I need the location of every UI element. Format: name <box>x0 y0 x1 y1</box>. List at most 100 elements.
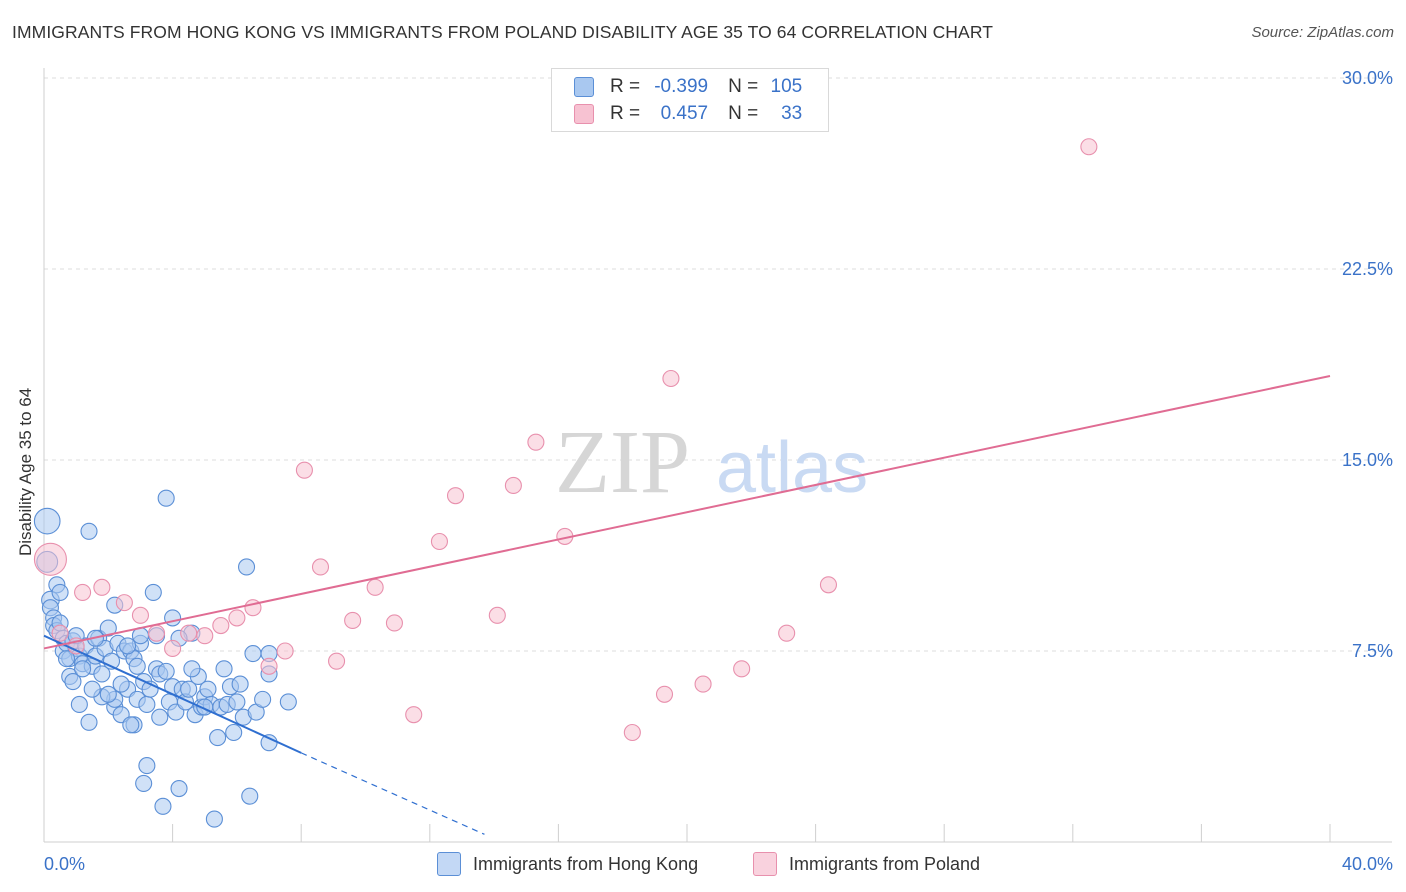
y-tick-label: 15.0% <box>1342 450 1393 470</box>
hong-kong-point <box>151 708 169 726</box>
poland-point <box>164 639 182 658</box>
hong-kong-point <box>119 637 137 655</box>
hong-kong-point <box>138 695 156 714</box>
watermark-atlas: atlas <box>716 428 868 508</box>
n-label: N = <box>728 76 759 97</box>
y-tick-label: 30.0% <box>1342 68 1393 88</box>
poland-point <box>147 624 166 642</box>
hong-kong-point <box>209 729 227 747</box>
poland-point <box>115 594 133 612</box>
watermark-zip: ZIP <box>555 413 690 512</box>
poland-point <box>662 369 680 388</box>
poland-point <box>74 583 92 601</box>
source-credit: Source: ZipAtlas.com <box>1251 24 1394 41</box>
n-value: 105 <box>770 76 803 97</box>
n-value: 33 <box>781 103 803 124</box>
hong-kong-swatch <box>574 77 594 97</box>
axes <box>43 68 1392 843</box>
poland-point <box>488 606 506 624</box>
x-tick-label: 40.0% <box>1342 854 1393 874</box>
hong-kong-point <box>112 675 130 693</box>
poland-point <box>504 476 522 495</box>
poland-point <box>366 578 384 596</box>
stats-legend: R = -0.399 N = 105 R = 0.457 N = 33 <box>551 68 829 132</box>
y-axis-label: Disability Age 35 to 64 <box>16 387 35 556</box>
hong-kong-point <box>215 660 233 678</box>
poland-point <box>655 685 674 703</box>
hong-kong-point <box>157 662 175 680</box>
trend-lines <box>43 374 1331 835</box>
poland-point <box>733 660 751 678</box>
poland-point <box>385 614 403 632</box>
hong-kong-point <box>99 685 117 703</box>
poland-trend-line <box>43 374 1331 650</box>
watermark: ZIP atlas <box>555 413 868 512</box>
hong-kong-point <box>135 774 153 792</box>
legend-label-poland: Immigrants from Poland <box>789 853 981 874</box>
hong-kong-point <box>180 680 198 698</box>
hong-kong-point <box>57 650 76 668</box>
poland-point <box>778 624 796 642</box>
hong-kong-point <box>80 522 98 540</box>
hong-kong-point <box>33 507 61 535</box>
hong-kong-trend-line <box>43 634 302 754</box>
poland-legend-swatch <box>753 852 777 876</box>
hong-kong-point <box>241 787 259 805</box>
poland-point <box>694 675 712 693</box>
y-tick-label: 22.5% <box>1342 259 1393 279</box>
y-tick-label: 7.5% <box>1352 641 1393 661</box>
poland-point <box>260 657 278 675</box>
hong-kong-point <box>83 680 101 698</box>
poland-point <box>344 611 362 629</box>
hong-kong-point <box>51 583 69 601</box>
poland-point <box>228 609 246 627</box>
hong-kong-point <box>99 619 117 637</box>
hong-kong-point <box>64 673 82 691</box>
chart-title: IMMIGRANTS FROM HONG KONG VS IMMIGRANTS … <box>12 22 994 42</box>
poland-point <box>328 652 346 670</box>
hong-kong-point <box>144 583 162 601</box>
legend-item-hong-kong: Immigrants from Hong Kong <box>437 852 698 876</box>
legend-item-poland: Immigrants from Poland <box>753 852 980 876</box>
hong-kong-point <box>279 693 297 711</box>
legend-row-poland: R = 0.457 N = 33 <box>574 102 802 126</box>
hong-kong-point <box>183 660 201 678</box>
x-tick-label: 0.0% <box>44 854 85 874</box>
hong-kong-legend-swatch <box>437 852 461 876</box>
hong-kong-point <box>231 675 249 693</box>
r-value: 0.457 <box>660 103 709 124</box>
hong-kong-point <box>122 716 140 734</box>
poland-point <box>33 542 67 576</box>
poland-point <box>295 461 313 479</box>
poland-point <box>623 723 641 742</box>
hong-kong-point <box>138 757 156 775</box>
hong-kong-point <box>260 734 278 752</box>
hong-kong-point <box>164 609 182 627</box>
poland-point <box>196 627 214 645</box>
hong-kong-point <box>154 797 172 815</box>
poland-point <box>311 558 330 576</box>
hong-kong-point <box>225 723 243 742</box>
r-value: -0.399 <box>654 76 709 97</box>
legend-row-hong-kong: R = -0.399 N = 105 <box>574 75 802 99</box>
poland-point <box>527 433 545 451</box>
hong-kong-point <box>199 680 217 698</box>
hong-kong-point <box>244 644 262 663</box>
poland-point <box>430 532 448 551</box>
poland-point <box>51 624 69 642</box>
hong-kong-trend-extension <box>300 752 485 835</box>
poland-point <box>1080 138 1098 156</box>
hong-kong-point <box>254 690 272 708</box>
poland-point <box>180 624 198 642</box>
hong-kong-point <box>128 657 146 675</box>
hong-kong-point <box>93 665 111 683</box>
poland-point <box>93 578 111 596</box>
poland-point <box>131 606 149 624</box>
hong-kong-point <box>74 660 92 678</box>
r-label: R = <box>610 76 641 97</box>
hong-kong-point <box>205 810 223 828</box>
poland-swatch <box>574 104 594 124</box>
legend-label-hong-kong: Immigrants from Hong Kong <box>473 853 699 874</box>
hong-kong-point <box>157 489 175 507</box>
